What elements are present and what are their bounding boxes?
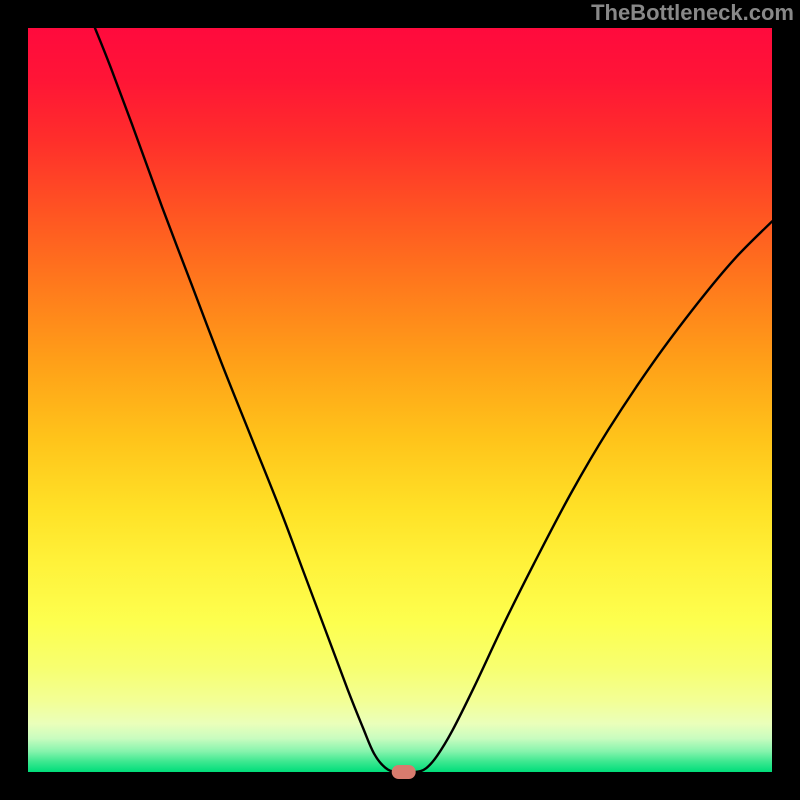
optimum-marker (392, 765, 416, 779)
watermark-text: TheBottleneck.com (591, 0, 794, 26)
chart-svg (0, 0, 800, 800)
chart-plot-area (28, 28, 772, 772)
